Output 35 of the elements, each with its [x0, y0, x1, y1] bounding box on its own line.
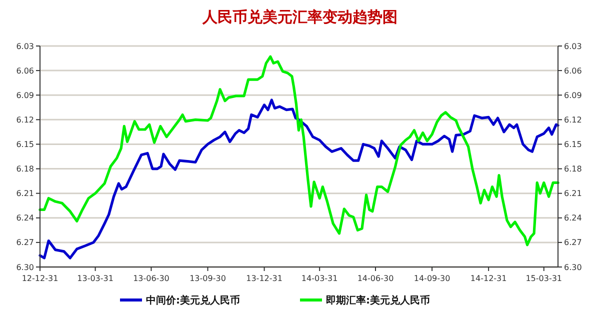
x-tick-label: 13-06-30 [133, 274, 170, 283]
x-tick-label: 14-09-30 [414, 274, 450, 283]
y-tick-label: 6.03 [16, 42, 34, 51]
y2-tick-label: 6.27 [564, 238, 582, 248]
y-tick-label: 6.06 [16, 66, 34, 76]
y2-tick-label: 6.15 [564, 140, 582, 150]
y2-tick-label: 6.12 [564, 115, 582, 124]
y-tick-label: 6.18 [16, 164, 34, 174]
y-tick-label: 6.12 [16, 115, 34, 124]
x-tick-label: 12-12-31 [22, 274, 58, 283]
x-tick-label: 14-06-30 [357, 274, 394, 283]
x-tick-label: 14-12-31 [470, 274, 507, 283]
x-tick-label: 13-03-31 [77, 274, 114, 283]
x-tick-label: 15-03-31 [526, 274, 562, 283]
x-tick-label: 13-09-30 [190, 274, 226, 283]
line-series [38, 98, 560, 260]
y-tick-label: 6.27 [16, 238, 34, 248]
y-tick-label: 6.30 [16, 262, 34, 272]
legend-label: 中间价:美元兑人民币 [146, 294, 240, 306]
line-series [38, 55, 560, 246]
y2-tick-label: 6.21 [564, 189, 582, 198]
y-tick-label: 6.24 [16, 214, 34, 223]
y-tick-label: 6.09 [16, 90, 34, 100]
y2-tick-label: 6.30 [564, 262, 582, 272]
y-tick-label: 6.15 [16, 140, 34, 150]
x-tick-label: 14-03-31 [301, 274, 338, 283]
y-tick-label: 6.21 [16, 189, 34, 198]
y2-tick-label: 6.03 [564, 42, 582, 51]
y2-tick-label: 6.06 [564, 66, 582, 76]
y2-tick-label: 6.18 [564, 164, 582, 174]
chart-title: 人民币兑美元汇率变动趋势图 [202, 8, 398, 26]
x-tick-label: 13-12-31 [246, 274, 282, 283]
legend-label: 即期汇率:美元兑人民币 [326, 294, 430, 306]
y2-tick-label: 6.09 [564, 90, 582, 100]
y2-tick-label: 6.24 [564, 214, 582, 223]
